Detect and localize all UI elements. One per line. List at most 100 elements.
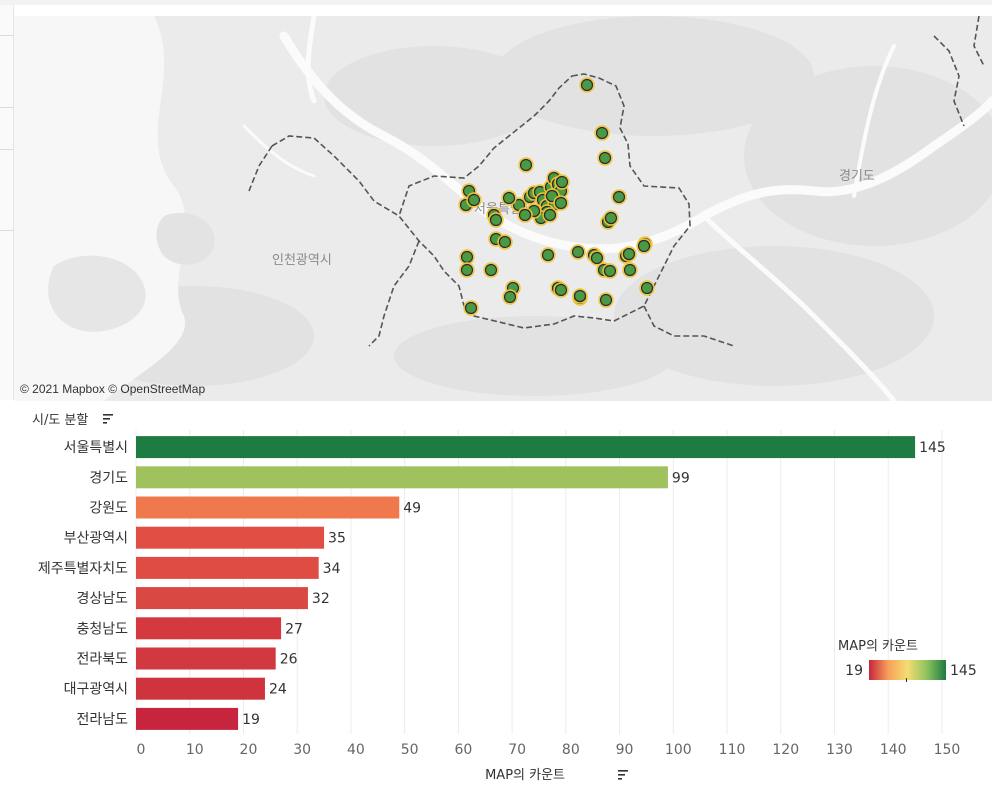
map-marker[interactable] <box>555 175 569 189</box>
value-label: 49 <box>403 501 421 517</box>
x-axis-title: MAP의 카운트 <box>485 768 565 783</box>
map-marker-ring <box>553 282 569 298</box>
value-label: 19 <box>242 712 260 728</box>
map-marker[interactable] <box>623 263 637 277</box>
category-label[interactable]: 부산광역시 <box>64 531 128 547</box>
bar[interactable] <box>136 496 400 519</box>
map-marker[interactable] <box>460 263 474 277</box>
x-tick-label: 50 <box>401 742 419 758</box>
sort-icon-x-axis[interactable] <box>618 770 628 780</box>
bar[interactable] <box>136 707 239 730</box>
map-marker-ring <box>497 234 513 250</box>
category-label[interactable]: 서울특별시 <box>64 440 128 456</box>
map-marker-ring <box>502 289 518 305</box>
map-marker[interactable] <box>460 250 474 264</box>
x-tick-label: 130 <box>826 742 853 758</box>
map-marker-ring <box>602 263 618 279</box>
value-label: 27 <box>285 621 303 637</box>
row-header-label: 시/도 분할 <box>32 413 88 428</box>
map-marker-ring <box>598 292 614 308</box>
map-marker-ring <box>611 189 627 205</box>
map-marker[interactable] <box>484 263 498 277</box>
value-label: 26 <box>280 652 298 668</box>
map-marker-ring <box>518 157 534 173</box>
map-marker[interactable] <box>595 126 609 140</box>
x-axis-ticks: 0 10 20 30 40 50 60 70 80 90 100 110 120 130 140 150 <box>137 742 961 758</box>
value-label: 145 <box>919 440 946 456</box>
window-top-border <box>0 0 992 5</box>
category-label[interactable]: 경기도 <box>89 470 128 486</box>
map-marker[interactable] <box>467 193 481 207</box>
category-label[interactable]: 전라남도 <box>76 712 128 728</box>
map-marker[interactable] <box>498 235 512 249</box>
map-marker[interactable] <box>604 211 618 225</box>
bar[interactable] <box>136 466 668 489</box>
map-marker-ring <box>483 262 499 278</box>
category-label[interactable]: 경상남도 <box>76 591 128 607</box>
category-label[interactable]: 제주특별자치도 <box>38 561 128 577</box>
map-marker[interactable] <box>612 190 626 204</box>
category-label[interactable]: 강원도 <box>89 501 128 517</box>
map-marker[interactable] <box>580 78 594 92</box>
map-marker-ring <box>572 288 588 304</box>
map-marker[interactable] <box>519 158 533 172</box>
map-marker[interactable] <box>554 283 568 297</box>
bar[interactable] <box>136 617 282 640</box>
map-marker-ring <box>553 195 569 211</box>
map-marker[interactable] <box>541 248 555 262</box>
map-marker-ring <box>488 212 504 228</box>
map-marker[interactable] <box>489 213 503 227</box>
legend-title: MAP의 카운트 <box>838 639 918 654</box>
category-label[interactable]: 대구광역시 <box>64 682 128 698</box>
bar[interactable] <box>136 526 325 549</box>
map-marker[interactable] <box>622 247 636 261</box>
x-tick-label: 10 <box>186 742 204 758</box>
bar[interactable] <box>136 587 308 610</box>
map-marker[interactable] <box>603 264 617 278</box>
x-tick-label: 60 <box>454 742 472 758</box>
map-marker[interactable] <box>637 239 651 253</box>
island-area-2 <box>156 212 215 265</box>
map-marker[interactable] <box>598 151 612 165</box>
map-marker-ring <box>589 250 605 266</box>
value-label: 24 <box>269 682 287 698</box>
map-marker[interactable] <box>573 289 587 303</box>
map-marker[interactable] <box>503 290 517 304</box>
x-tick-label: 100 <box>665 742 692 758</box>
x-tick-label: 40 <box>347 742 365 758</box>
map-marker[interactable] <box>554 196 568 210</box>
sort-icon[interactable] <box>103 414 113 424</box>
map-marker[interactable] <box>571 245 585 259</box>
map-marker[interactable] <box>590 251 604 265</box>
map-marker[interactable] <box>599 293 613 307</box>
x-tick-label: 150 <box>934 742 961 758</box>
map-marker-ring <box>621 246 637 262</box>
value-label: 99 <box>672 470 690 486</box>
map-marker-ring <box>554 174 570 190</box>
category-label[interactable]: 충청남도 <box>76 621 128 637</box>
boundary-lines <box>248 16 985 347</box>
left-panel-rail <box>0 5 14 400</box>
map-marker-ring <box>603 210 619 226</box>
x-tick-label: 80 <box>562 742 580 758</box>
bar[interactable] <box>136 436 916 459</box>
map-marker[interactable] <box>464 301 478 315</box>
map-marker[interactable] <box>543 208 557 222</box>
legend-marker <box>906 678 907 682</box>
bar[interactable] <box>136 647 276 670</box>
map-marker-ring <box>466 192 482 208</box>
map-view[interactable]: 서울특별시 인천광역시 경기도 <box>14 16 992 401</box>
x-tick-label: 140 <box>880 742 907 758</box>
bar[interactable] <box>136 556 319 579</box>
value-label: 32 <box>312 591 330 607</box>
category-label[interactable]: 전라북도 <box>76 652 128 668</box>
map-marker-ring <box>622 262 638 278</box>
map-marker-ring <box>517 207 533 223</box>
map-marker-ring <box>639 280 655 296</box>
map-marker[interactable] <box>640 281 654 295</box>
map-marker[interactable] <box>502 191 516 205</box>
map-marker[interactable] <box>518 208 532 222</box>
bar[interactable] <box>136 677 265 700</box>
map-marker-ring <box>463 300 479 316</box>
value-label: 34 <box>323 561 341 577</box>
